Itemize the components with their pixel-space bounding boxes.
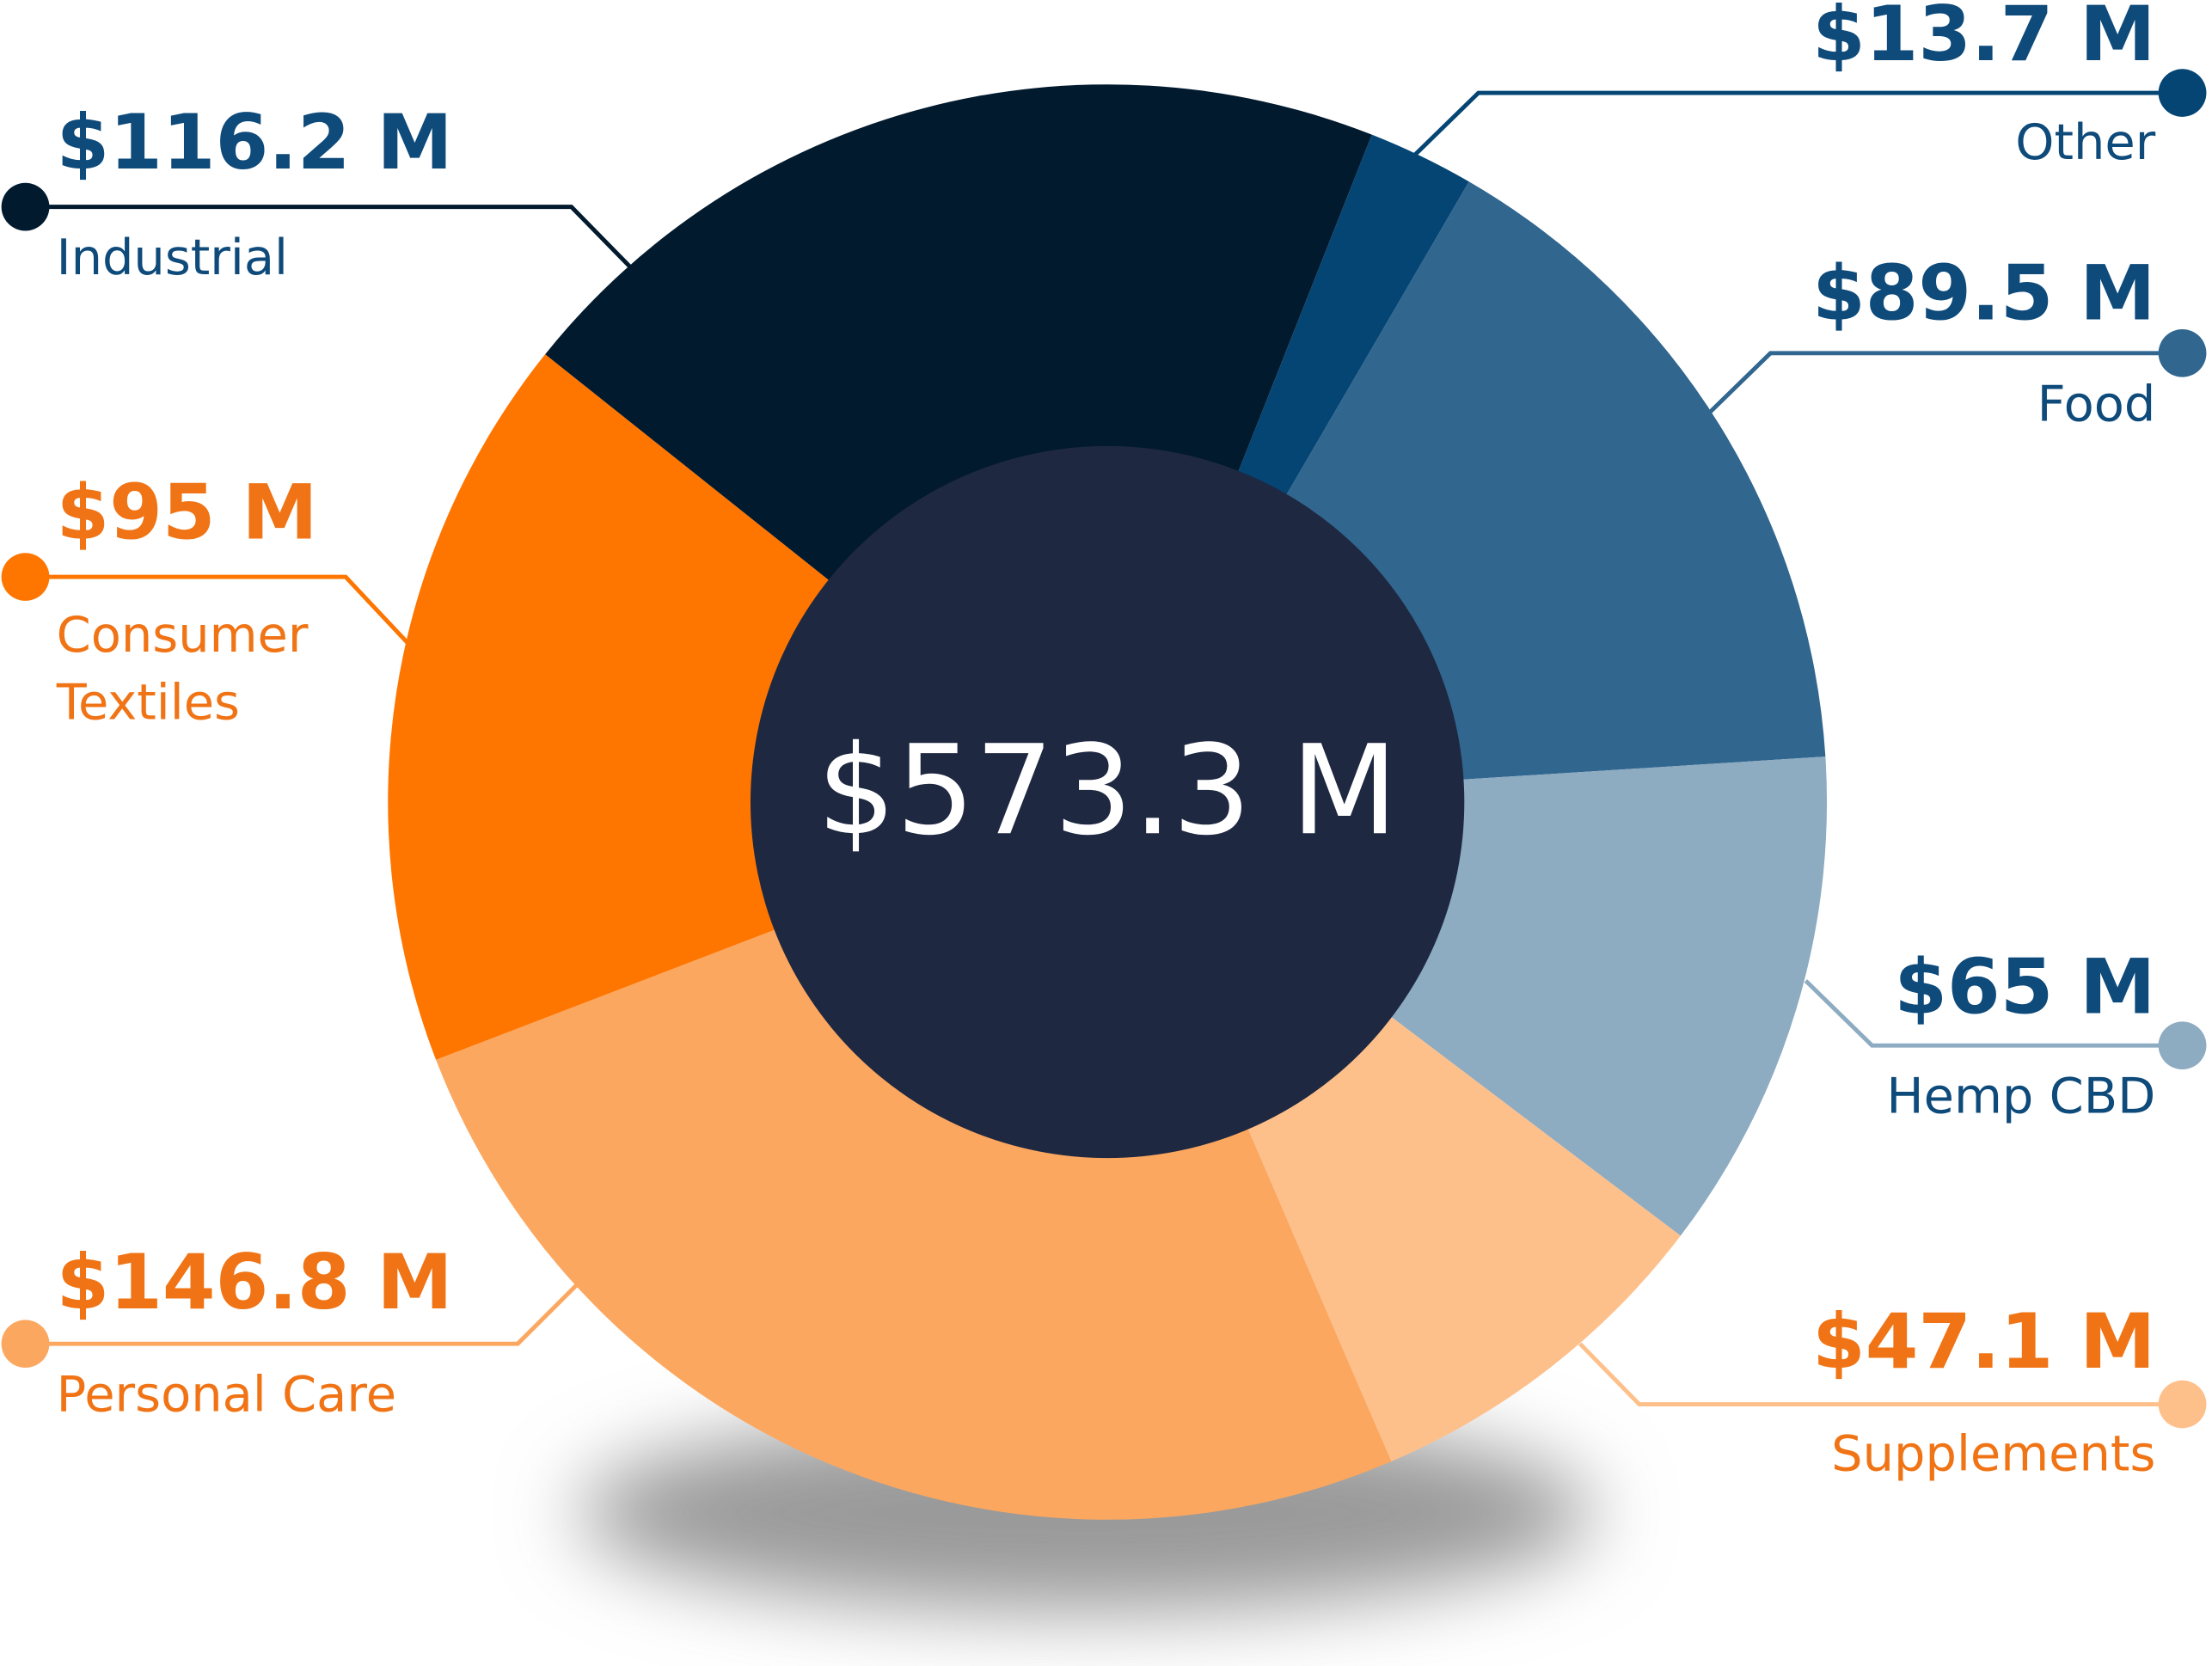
category-label: Food [2037, 377, 2156, 434]
leader-line [25, 1282, 580, 1346]
total-label: $573.3 M [817, 719, 1398, 863]
value-label: $47.1 M [1812, 1297, 2155, 1386]
category-label-box: Hemp CBD [1886, 1069, 2156, 1126]
category-label-box: Personal Care [56, 1367, 397, 1424]
category-label-box: Industrial [56, 230, 289, 287]
value-label: $89.5 M [1812, 248, 2155, 337]
leader-dot [2158, 69, 2207, 117]
slice [388, 354, 1108, 1060]
value-label: $13.7 M [1812, 0, 2155, 78]
leader-dot [1, 182, 50, 231]
value-label: $116.2 M [57, 98, 453, 187]
leader-dot [1, 1320, 50, 1368]
leader-dot [2158, 329, 2207, 377]
leader-line [1413, 90, 2183, 156]
leader-dot [1, 553, 50, 601]
category-label-box: Food [2037, 377, 2156, 434]
leader-line [1708, 351, 2183, 414]
category-label: Personal Care [56, 1367, 397, 1424]
category-label-box: Other [2015, 115, 2156, 172]
value-label: $146.8 M [57, 1238, 453, 1326]
leader-line [1804, 979, 2183, 1048]
value-label: $95 M [57, 469, 318, 557]
category-label: Other [2015, 115, 2156, 172]
leader-line [25, 205, 633, 269]
center-circle [750, 445, 1465, 1159]
leader-line [1578, 1342, 2183, 1407]
leader-dot [2158, 1021, 2207, 1069]
category-label: Supplements [1831, 1426, 2156, 1484]
value-label: $65 M [1894, 942, 2155, 1031]
category-label-box: Consumer Textiles [56, 608, 309, 732]
category-label-box: Supplements [1831, 1426, 2156, 1484]
category-label: Consumer Textiles [56, 608, 309, 732]
category-label: Industrial [56, 230, 289, 287]
category-label: Hemp CBD [1886, 1069, 2156, 1126]
leader-line [25, 574, 411, 646]
leader-dot [2158, 1380, 2207, 1429]
